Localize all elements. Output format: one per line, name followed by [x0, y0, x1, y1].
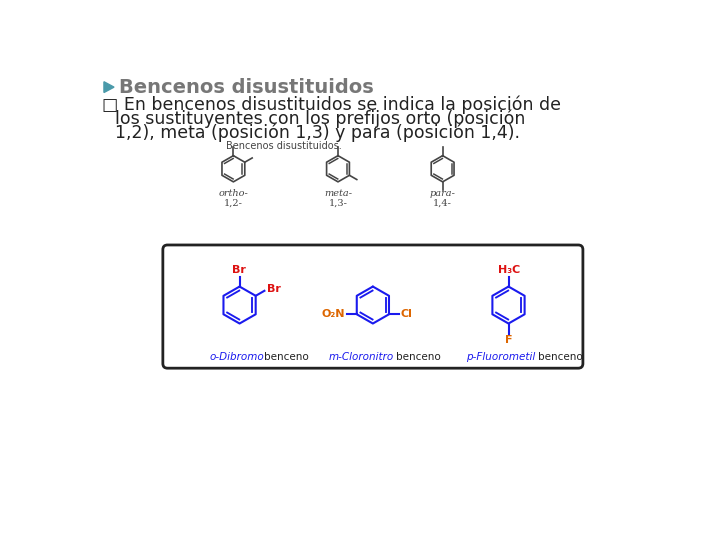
Text: 1,2), meta (posición 1,3) y para (posición 1,4).: 1,2), meta (posición 1,3) y para (posici…: [114, 123, 520, 142]
Text: los sustituyentes con los prefijos orto (posición: los sustituyentes con los prefijos orto …: [114, 110, 525, 128]
Text: 1,2-: 1,2-: [224, 199, 243, 208]
Text: benceno: benceno: [538, 352, 582, 362]
Text: o-Dibromo: o-Dibromo: [210, 352, 265, 362]
Text: Br: Br: [267, 284, 281, 294]
Text: benceno: benceno: [264, 352, 309, 362]
Text: 1,3-: 1,3-: [328, 199, 348, 208]
Text: p-Fluorometil: p-Fluorometil: [466, 352, 536, 362]
Text: benceno: benceno: [396, 352, 441, 362]
Text: para-: para-: [430, 189, 456, 198]
Text: Bencenos disustituidos.: Bencenos disustituidos.: [226, 140, 341, 151]
Text: Bencenos disustituidos: Bencenos disustituidos: [120, 78, 374, 97]
Text: m-Cloronitro: m-Cloronitro: [328, 352, 394, 362]
Text: O₂N: O₂N: [322, 309, 345, 319]
Text: Cl: Cl: [400, 309, 413, 319]
Text: □ En bencenos disustituidos se indica la posición de: □ En bencenos disustituidos se indica la…: [102, 96, 561, 114]
Text: Br: Br: [232, 265, 246, 275]
FancyBboxPatch shape: [163, 245, 583, 368]
Polygon shape: [104, 82, 114, 92]
Text: F: F: [505, 335, 512, 345]
Text: 1,4-: 1,4-: [433, 199, 452, 208]
Text: meta-: meta-: [324, 189, 352, 198]
Text: H₃C: H₃C: [498, 265, 521, 275]
Text: ortho-: ortho-: [218, 189, 248, 198]
